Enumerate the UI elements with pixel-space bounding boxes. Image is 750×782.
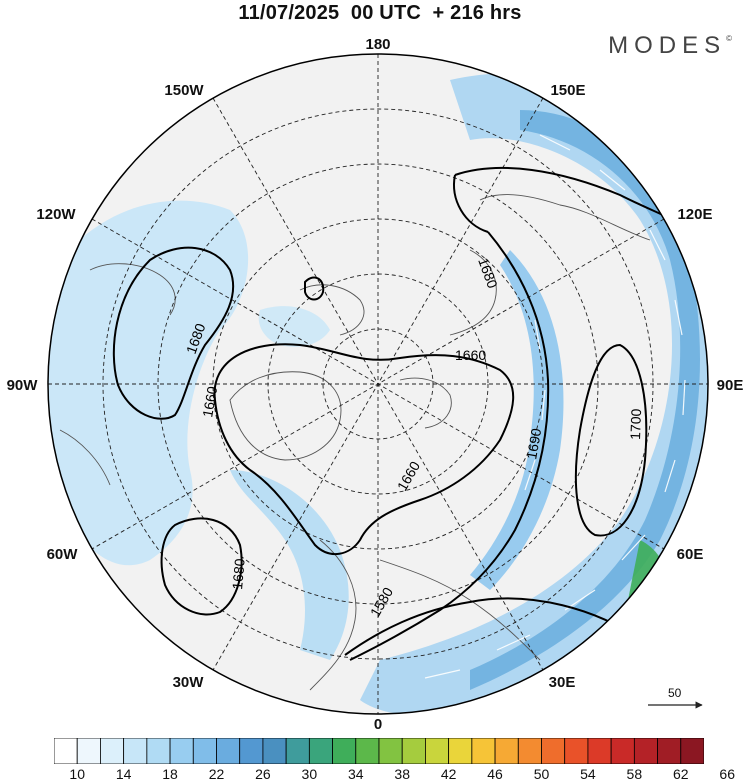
colorbar-tick-label: 10 <box>69 766 85 782</box>
colorbar-swatch <box>76 738 101 764</box>
lon-label-60W: 60W <box>47 546 79 563</box>
colorbar-swatch <box>517 738 542 764</box>
lon-label-180: 180 <box>365 36 390 53</box>
contour-1580-south <box>344 597 641 656</box>
jet-mid-band <box>470 250 564 590</box>
contour-1660-polar <box>213 343 515 555</box>
shading-west-pacific <box>48 200 249 566</box>
colorbar-swatch <box>332 738 357 764</box>
contour-label-1690: 1690 <box>523 427 544 461</box>
lon-label-30W: 30W <box>173 674 205 691</box>
colorbar-swatch <box>610 738 635 764</box>
colorbar-tick-label: 42 <box>440 766 457 782</box>
lon-label-150W: 150W <box>164 82 204 99</box>
colorbar <box>54 738 704 764</box>
height-contours <box>112 167 673 661</box>
contour-1700-east <box>574 343 648 537</box>
shading-atlantic <box>230 470 349 660</box>
colorbar-swatch <box>564 738 589 764</box>
lon-label-30E: 30E <box>549 674 576 691</box>
colorbar-tick-label: 26 <box>255 766 271 782</box>
colorbar-tick-label: 46 <box>487 766 503 782</box>
colorbar-tick-label: 38 <box>394 766 410 782</box>
graticule <box>48 54 708 714</box>
colorbar-swatch <box>425 738 450 764</box>
colorbar-swatch <box>448 738 473 764</box>
colorbar-swatch <box>378 738 403 764</box>
brand-name: MODES <box>608 32 727 59</box>
reference-vector: 50 <box>646 686 706 710</box>
colorbar-swatch <box>100 738 125 764</box>
colorbar-tick-label: 22 <box>208 766 225 782</box>
colorbar-swatch <box>146 738 171 764</box>
map-disk: 1660 1660 1660 1680 1680 1680 1690 1700 … <box>48 54 708 714</box>
colorbar-swatch <box>216 738 241 764</box>
colorbar-swatch <box>471 738 496 764</box>
colorbar-swatch <box>657 738 682 764</box>
wind-vectors <box>424 134 686 679</box>
contour-label-1660-left: 1660 <box>199 385 220 419</box>
map-border <box>47 53 709 715</box>
colorbar-tick-label: 62 <box>672 766 689 782</box>
colorbar-tick-label: 54 <box>580 766 596 782</box>
reference-vector-label: 50 <box>668 686 682 700</box>
colorbar-tick-label: 50 <box>533 766 550 782</box>
colorbar-swatch <box>169 738 194 764</box>
contour-label-1700: 1700 <box>627 408 644 440</box>
contour-label-1660-top: 1660 <box>455 347 486 363</box>
colorbar-swatch <box>308 738 333 764</box>
lon-label-90W: 90W <box>7 377 39 394</box>
contour-1690-trough <box>349 167 673 661</box>
colorbar-tick-label: 30 <box>301 766 318 782</box>
colorbar-swatch <box>680 738 704 764</box>
colorbar-swatch <box>587 738 612 764</box>
contour-1680-closed-east <box>453 174 489 233</box>
chart-title: 11/07/2025 00 UTC + 216 hrs <box>238 2 522 24</box>
wind-speed-shading <box>48 73 708 714</box>
colorbar-swatch <box>355 738 380 764</box>
colorbar-swatch <box>494 738 519 764</box>
brand-logo: MODES© <box>608 32 732 60</box>
shading-arctic <box>258 306 330 347</box>
colorbar-swatch <box>401 738 426 764</box>
colorbar-tick-label: 14 <box>115 766 132 782</box>
colorbar-swatch <box>285 738 310 764</box>
colorbar-swatch <box>262 738 287 764</box>
lon-label-90E: 90E <box>717 377 744 394</box>
colorbar-swatch <box>54 738 78 764</box>
colorbar-tick-label: 58 <box>626 766 643 782</box>
colorbar-swatch <box>541 738 566 764</box>
colorbar-swatch <box>123 738 148 764</box>
colorbar-swatch <box>192 738 217 764</box>
contour-1680-west <box>112 246 235 420</box>
colorbar-ticks: 10141822263034384246505458626670 <box>54 766 735 782</box>
contour-label-1680-bottom: 1680 <box>229 558 248 591</box>
lon-label-120E: 120E <box>677 206 712 223</box>
copyright-mark: © <box>726 34 732 43</box>
lon-label-0: 0 <box>374 716 382 733</box>
coastlines <box>59 194 651 691</box>
contour-1660-small <box>304 276 325 301</box>
lon-label-60E: 60E <box>677 546 704 563</box>
lon-label-120W: 120W <box>36 206 76 223</box>
longitude-labels: 180 150E 120E 90E 60E 30E 0 30W 60W 90W … <box>7 36 744 733</box>
colorbar-swatch <box>239 738 264 764</box>
colorbar-tick-label: 34 <box>347 766 364 782</box>
colorbar-swatch <box>633 738 658 764</box>
contour-1680-atlantic <box>160 517 243 616</box>
colorbar-tick-label: 66 <box>719 766 735 782</box>
lon-label-150E: 150E <box>550 82 585 99</box>
colorbar-tick-label: 18 <box>162 766 178 782</box>
